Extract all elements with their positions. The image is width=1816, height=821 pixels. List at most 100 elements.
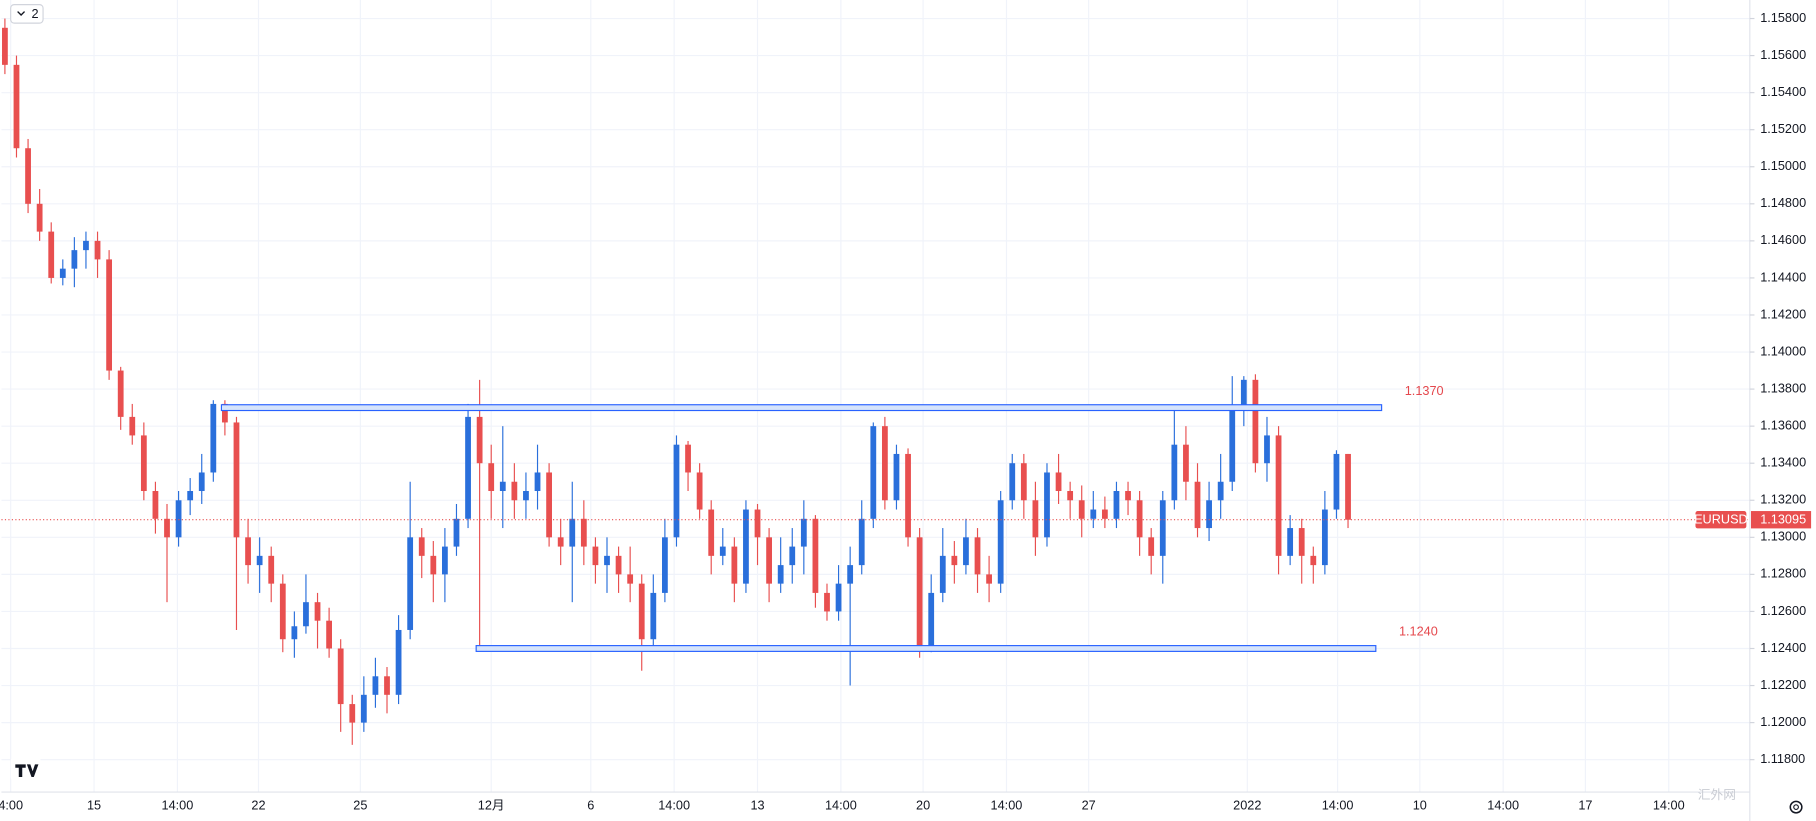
candle-body xyxy=(360,694,367,723)
level-label: 1.1370 xyxy=(1405,383,1444,398)
candle-body xyxy=(812,518,819,593)
candle-body xyxy=(476,416,483,464)
candle-body xyxy=(1136,500,1143,538)
y-tick-label: 1.12400 xyxy=(1760,640,1806,655)
x-tick-label: 2022 xyxy=(1233,797,1261,812)
candle-body xyxy=(303,602,309,627)
watermark: 汇外网 xyxy=(1698,787,1736,802)
candle-body xyxy=(627,574,634,584)
candle-body xyxy=(916,537,923,649)
candle-body xyxy=(754,509,761,538)
candle-body xyxy=(1020,463,1027,501)
candle-body xyxy=(1264,435,1270,464)
candle-body xyxy=(1148,537,1155,556)
candle-body xyxy=(1113,491,1120,519)
candle-body xyxy=(210,403,217,473)
candle-body xyxy=(1055,472,1062,492)
y-tick-label: 1.15400 xyxy=(1760,84,1806,99)
candle-body xyxy=(418,537,425,556)
candle-body xyxy=(245,537,251,566)
x-tick-label: 4:00 xyxy=(0,797,23,812)
candle-body xyxy=(465,416,471,519)
candle-body xyxy=(696,472,703,510)
candle-body xyxy=(1183,444,1189,482)
candle-body xyxy=(256,555,263,566)
candle-body xyxy=(129,416,136,436)
candle-body xyxy=(106,259,113,371)
candle-body xyxy=(453,518,460,547)
level-zone xyxy=(475,645,1377,652)
y-tick-label: 1.13200 xyxy=(1760,492,1806,507)
candle-body xyxy=(870,426,877,519)
settings-icon[interactable] xyxy=(1789,800,1803,814)
candle-body xyxy=(1009,463,1016,501)
candle-body xyxy=(1032,500,1039,538)
level-zone xyxy=(220,404,1383,412)
candle-body xyxy=(1310,555,1317,566)
candle-body xyxy=(442,546,448,575)
indicator-toggle[interactable]: 2 xyxy=(10,4,44,24)
symbol-label: EURUSD xyxy=(1694,512,1748,527)
y-tick-label: 1.13800 xyxy=(1760,380,1806,395)
candle-body xyxy=(268,555,275,584)
candle-body xyxy=(719,546,726,556)
y-tick-label: 1.13400 xyxy=(1760,455,1806,470)
candle-body xyxy=(1229,407,1236,482)
x-tick-label: 14:00 xyxy=(1487,797,1519,812)
candle-body xyxy=(499,481,506,492)
y-tick-label: 1.14400 xyxy=(1760,269,1806,284)
x-tick-label: 20 xyxy=(916,797,930,812)
candle-body xyxy=(326,620,332,649)
candle-body xyxy=(951,555,958,566)
candle-body xyxy=(847,565,854,584)
price-badge xyxy=(1750,511,1812,529)
y-tick-label: 1.14800 xyxy=(1760,195,1806,210)
candle-body xyxy=(939,555,946,593)
candle-body xyxy=(291,626,298,640)
candle-body xyxy=(337,648,344,705)
candle-body xyxy=(893,453,900,501)
candle-body xyxy=(117,370,124,417)
candle-body xyxy=(708,509,715,556)
x-tick-label: 13 xyxy=(750,797,764,812)
candle-body xyxy=(661,537,668,593)
x-tick-label: 14:00 xyxy=(825,797,857,812)
x-tick-label: 14:00 xyxy=(1653,797,1685,812)
candle-body xyxy=(94,240,101,260)
candle-body xyxy=(673,444,680,538)
candle-body xyxy=(905,453,911,538)
candle-body xyxy=(71,250,78,269)
y-tick-label: 1.13000 xyxy=(1760,529,1806,544)
candle-body xyxy=(488,463,495,492)
candle-body xyxy=(164,518,170,538)
candle-body xyxy=(615,555,622,575)
y-tick-label: 1.15600 xyxy=(1760,47,1806,62)
candle-body xyxy=(974,537,981,575)
candle-body xyxy=(557,537,564,547)
last-price-label: 1.13095 xyxy=(1760,512,1806,527)
plot xyxy=(2,18,1351,745)
candle-body xyxy=(1067,491,1074,501)
y-tick-label: 1.14600 xyxy=(1760,232,1806,247)
candle-body xyxy=(187,491,194,501)
candle-body xyxy=(1240,379,1247,408)
x-tick-label: 10 xyxy=(1413,797,1427,812)
x-tick-label: 22 xyxy=(251,797,265,812)
candle-body xyxy=(580,518,587,547)
candle-body xyxy=(314,602,321,621)
candle-body xyxy=(1125,491,1131,501)
candle-body xyxy=(152,491,159,519)
candle-body xyxy=(858,518,865,566)
candle-body xyxy=(384,676,390,695)
candle-body xyxy=(279,583,286,640)
y-tick-label: 1.15200 xyxy=(1760,121,1806,136)
x-tick-label: 15 xyxy=(87,797,101,812)
candle-body xyxy=(25,148,31,204)
logo xyxy=(10,756,41,782)
candle-body xyxy=(569,518,576,547)
candle-body xyxy=(1194,481,1201,529)
candle-body xyxy=(1217,481,1224,501)
candle-body xyxy=(511,481,518,501)
candle-body xyxy=(1044,472,1050,538)
candle-body xyxy=(685,444,691,473)
